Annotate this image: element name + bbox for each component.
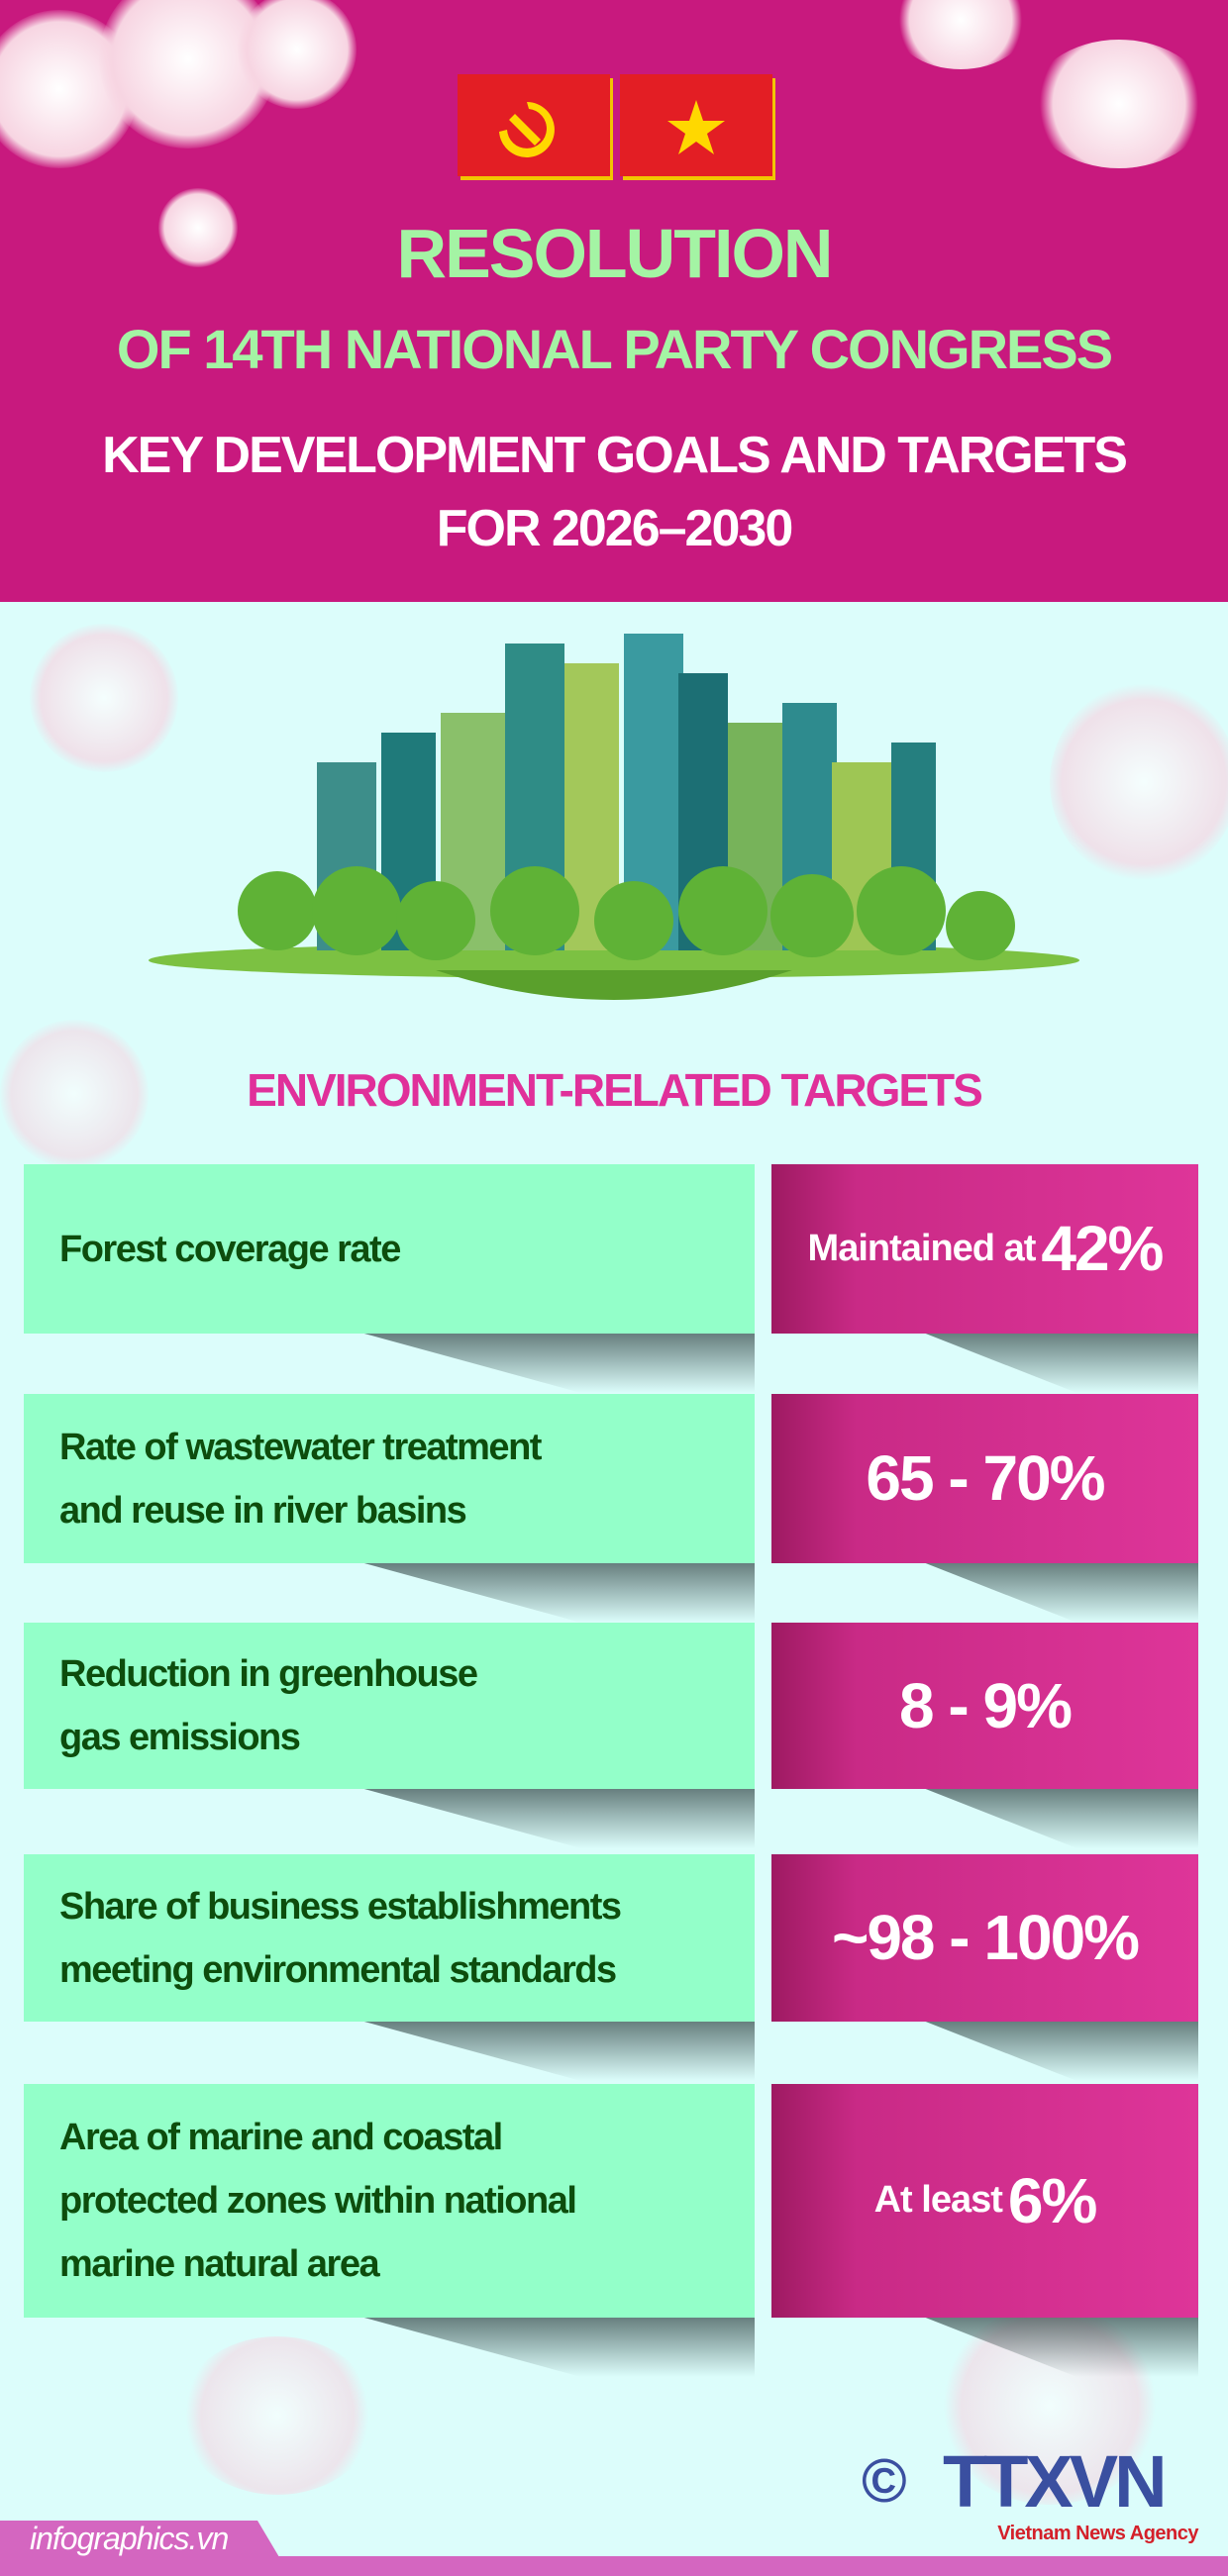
- label-line: marine natural area: [59, 2243, 380, 2285]
- footer-bar: [0, 2556, 1228, 2576]
- target-label: Forest coverage rate: [24, 1164, 755, 1334]
- value-prefix: At least: [873, 2179, 1003, 2222]
- section-title: ENVIRONMENT-RELATED TARGETS: [247, 1064, 983, 1116]
- box-shadow: [925, 1789, 1198, 1848]
- value-prefix: Maintained at: [807, 1227, 1037, 1269]
- blossom-decoration: [891, 0, 1030, 69]
- header-banner: RESOLUTION OF 14TH NATIONAL PARTY CONGRE…: [0, 0, 1228, 602]
- target-value: 8 - 9%: [771, 1623, 1198, 1789]
- blossom-decoration: [158, 188, 238, 267]
- target-row-business: Share of business establishments meeting …: [24, 1854, 1198, 2081]
- site-tab: infographics.vn: [0, 2521, 279, 2557]
- box-shadow: [363, 2022, 755, 2081]
- label-line: Forest coverage rate: [59, 1228, 401, 1270]
- site-link[interactable]: infographics.vn: [30, 2521, 229, 2556]
- label-line: and reuse in river basins: [59, 1489, 467, 1532]
- title-line-2: OF 14TH NATIONAL PARTY CONGRESS: [116, 318, 1113, 380]
- title-line-4: FOR 2026–2030: [436, 500, 794, 557]
- label-line: Reduction in greenhouse: [59, 1653, 478, 1695]
- box-shadow: [363, 1334, 755, 1393]
- value: 65 - 70%: [866, 1442, 1105, 1515]
- target-label: Rate of wastewater treatment and reuse in…: [24, 1394, 755, 1563]
- box-shadow: [925, 1334, 1198, 1393]
- box-shadow: [363, 1563, 755, 1623]
- blossom-decoration: [1050, 683, 1228, 881]
- value: 6%: [1007, 2164, 1097, 2236]
- target-value: Maintained at 42%: [771, 1164, 1198, 1334]
- title-line-3: KEY DEVELOPMENT GOALS AND TARGETS: [102, 427, 1128, 484]
- target-value: At least 6%: [771, 2084, 1198, 2318]
- blossom-decoration: [0, 1020, 149, 1168]
- label-line: Share of business establishments: [59, 1885, 622, 1928]
- target-row-forest: Forest coverage rate Maintained at 42%: [24, 1164, 1198, 1393]
- label-line: meeting environmental standards: [59, 1948, 617, 1991]
- blossom-decoration: [1030, 40, 1208, 168]
- blossom-decoration: [30, 624, 178, 772]
- target-row-greenhouse: Reduction in greenhouse gas emissions 8 -…: [24, 1623, 1198, 1848]
- ttxvn-logo: © TTXVN Vietnam News Agency: [862, 2445, 1198, 2548]
- label-line: protected zones within national: [59, 2180, 577, 2222]
- box-shadow: [363, 1789, 755, 1848]
- copyright-symbol: ©: [862, 2447, 907, 2516]
- target-label: Share of business establishments meeting …: [24, 1854, 755, 2022]
- label-line: Area of marine and coastal: [59, 2117, 503, 2158]
- box-shadow: [925, 1563, 1198, 1623]
- label-line: Rate of wastewater treatment: [59, 1426, 542, 1468]
- title-line-1: RESOLUTION: [396, 215, 834, 292]
- agency-logo-text: TTXVN: [943, 2440, 1168, 2523]
- vietnam-flag-icon: [620, 74, 772, 176]
- value: ~98 - 100%: [831, 1902, 1140, 1974]
- box-shadow: [363, 2318, 755, 2377]
- target-row-marine: Area of marine and coastal protected zone…: [24, 2084, 1198, 2377]
- value: 42%: [1041, 1213, 1164, 1285]
- target-label: Area of marine and coastal protected zone…: [24, 2084, 755, 2318]
- green-city-illustration: [149, 634, 1079, 1000]
- target-value: 65 - 70%: [771, 1394, 1198, 1563]
- target-row-wastewater: Rate of wastewater treatment and reuse in…: [24, 1394, 1198, 1623]
- agency-name: Vietnam News Agency: [997, 2523, 1198, 2544]
- label-line: gas emissions: [59, 1717, 301, 1758]
- party-flag-icon: [458, 74, 610, 176]
- target-value: ~98 - 100%: [771, 1854, 1198, 2022]
- value: 8 - 9%: [899, 1669, 1073, 1741]
- box-shadow: [925, 2022, 1198, 2081]
- blossom-decoration: [238, 0, 357, 109]
- blossom-decoration: [178, 2336, 376, 2495]
- target-label: Reduction in greenhouse gas emissions: [24, 1623, 755, 1789]
